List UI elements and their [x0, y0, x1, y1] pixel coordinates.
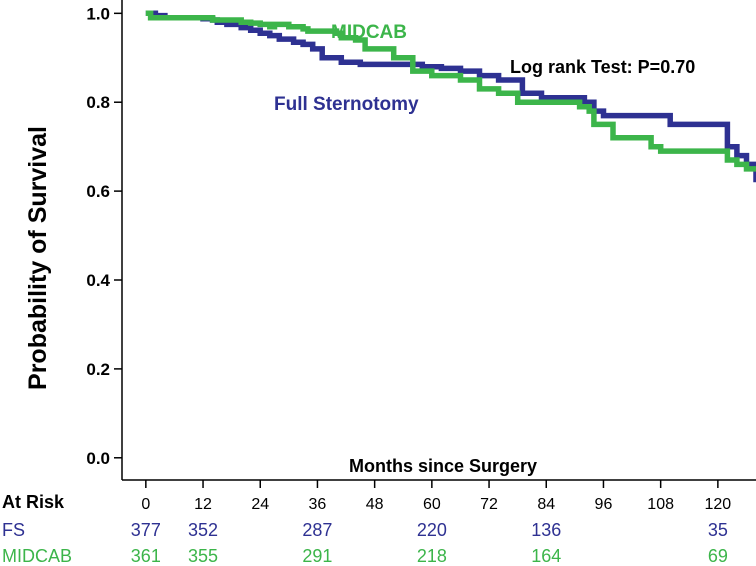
at-risk-values: 377 352 287 220 136 35 361 355 291 218 164 69 [131, 520, 728, 566]
y-ticks: 0.0 0.2 0.4 0.6 0.8 1.0 [86, 4, 122, 468]
x-tick-label: 0 [141, 496, 150, 513]
series-line-midcab [145, 10, 756, 172]
x-tick-label: 72 [480, 496, 498, 513]
at-risk-value: 35 [708, 520, 728, 540]
midcab-series-label: MIDCAB [331, 22, 407, 43]
at-risk-value: 164 [531, 546, 561, 566]
x-tick-label: 96 [595, 496, 613, 513]
x-tick-label: 120 [705, 496, 732, 513]
at-risk-value: 287 [302, 520, 332, 540]
at-risk-value: 69 [708, 546, 728, 566]
x-ticks: 0 12 24 36 48 60 72 84 96 108 120 [141, 480, 731, 513]
y-tick-label: 0.6 [86, 182, 110, 201]
y-tick-label: 1.0 [86, 4, 110, 23]
x-tick-label: 48 [366, 496, 384, 513]
x-axis-title: Months since Surgery [349, 456, 537, 476]
y-axis-title: Probability of Survival [24, 126, 52, 390]
at-risk-row-label-midcab: MIDCAB [2, 546, 72, 566]
x-tick-label: 84 [537, 496, 555, 513]
fs-series-label: Full Sternotomy [274, 94, 419, 115]
x-tick-label: 36 [309, 496, 327, 513]
x-tick-label: 24 [251, 496, 269, 513]
at-risk-value: 361 [131, 546, 161, 566]
at-risk-header: At Risk [2, 492, 65, 512]
at-risk-row-label-fs: FS [2, 520, 25, 540]
x-tick-label: 60 [423, 496, 441, 513]
at-risk-value: 352 [188, 520, 218, 540]
at-risk-value: 220 [417, 520, 447, 540]
x-tick-label: 108 [647, 496, 674, 513]
y-tick-label: 0.2 [86, 360, 110, 379]
y-tick-label: 0.0 [86, 449, 110, 468]
series-layer [145, 10, 756, 183]
at-risk-value: 355 [188, 546, 218, 566]
at-risk-value: 291 [302, 546, 332, 566]
at-risk-value: 377 [131, 520, 161, 540]
y-tick-label: 0.4 [86, 271, 110, 290]
series-line-full-sternotomy [145, 10, 756, 183]
y-tick-label: 0.8 [86, 93, 110, 112]
x-tick-label: 12 [194, 496, 212, 513]
log-rank-annotation: Log rank Test: P=0.70 [510, 57, 695, 77]
at-risk-value: 218 [417, 546, 447, 566]
at-risk-value: 136 [531, 520, 561, 540]
